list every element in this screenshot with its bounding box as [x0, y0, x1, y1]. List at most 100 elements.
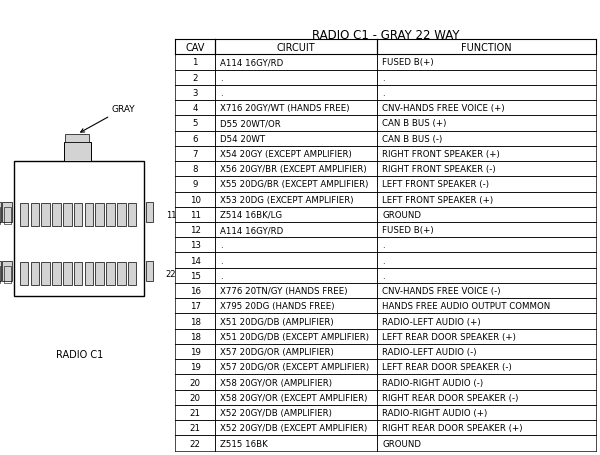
Text: .: . [382, 256, 385, 265]
Bar [41, 262, 50, 285]
Text: .: . [220, 241, 223, 250]
Text: 7: 7 [193, 150, 198, 159]
Text: 5: 5 [193, 119, 198, 128]
Text: 20: 20 [190, 393, 201, 402]
Text: .: . [382, 74, 385, 82]
Text: X57 20DG/OR (AMPLIFIER): X57 20DG/OR (AMPLIFIER) [220, 347, 334, 356]
Bar [52, 203, 61, 226]
Text: X56 20GY/BR (EXCEPT AMPLIFIER): X56 20GY/BR (EXCEPT AMPLIFIER) [220, 165, 367, 174]
Text: X52 20GY/DB (AMPLIFIER): X52 20GY/DB (AMPLIFIER) [220, 408, 332, 417]
Text: 13: 13 [190, 241, 201, 250]
Bar [20, 203, 28, 226]
Text: CAN B BUS (-): CAN B BUS (-) [382, 134, 442, 143]
Bar [128, 203, 136, 226]
Text: 17: 17 [190, 302, 201, 311]
Text: GRAY: GRAY [80, 105, 135, 133]
Bar [85, 262, 93, 285]
Text: .: . [382, 89, 385, 98]
Text: D55 20WT/OR: D55 20WT/OR [220, 119, 281, 128]
Text: Z514 16BK/LG: Z514 16BK/LG [220, 210, 283, 219]
Text: 19: 19 [190, 363, 200, 371]
Text: 22: 22 [190, 439, 201, 448]
Text: RIGHT FRONT SPEAKER (-): RIGHT FRONT SPEAKER (-) [382, 165, 496, 174]
Bar [2, 262, 12, 281]
Bar [0, 202, 1, 222]
Text: RADIO C1: RADIO C1 [56, 349, 103, 359]
Bar [85, 203, 93, 226]
Text: HANDS FREE AUDIO OUTPUT COMMON: HANDS FREE AUDIO OUTPUT COMMON [382, 302, 550, 311]
Text: RADIO-RIGHT AUDIO (-): RADIO-RIGHT AUDIO (-) [382, 378, 484, 387]
Text: X52 20GY/DB (EXCEPT AMPLIFIER): X52 20GY/DB (EXCEPT AMPLIFIER) [220, 423, 368, 432]
Text: .: . [220, 256, 223, 265]
Text: 15: 15 [190, 271, 201, 280]
Bar [52, 262, 61, 285]
Text: .: . [382, 241, 385, 250]
Bar [64, 143, 91, 162]
Text: RADIO-LEFT AUDIO (-): RADIO-LEFT AUDIO (-) [382, 347, 477, 356]
Text: Z515 16BK: Z515 16BK [220, 439, 268, 448]
Text: X51 20DG/DB (AMPLIFIER): X51 20DG/DB (AMPLIFIER) [220, 317, 334, 326]
Text: 4: 4 [193, 104, 198, 113]
Text: CNV-HANDS FREE VOICE (+): CNV-HANDS FREE VOICE (+) [382, 104, 505, 113]
Text: 3: 3 [193, 89, 198, 98]
Text: 21: 21 [190, 423, 201, 432]
Text: X58 20GY/OR (AMPLIFIER): X58 20GY/OR (AMPLIFIER) [220, 378, 332, 387]
Text: 21: 21 [190, 408, 201, 417]
Text: GROUND: GROUND [382, 439, 421, 448]
Bar [106, 262, 115, 285]
Text: FUSED B(+): FUSED B(+) [382, 58, 434, 67]
Text: 12: 12 [190, 226, 201, 235]
Text: X795 20DG (HANDS FREE): X795 20DG (HANDS FREE) [220, 302, 335, 311]
Text: RIGHT REAR DOOR SPEAKER (-): RIGHT REAR DOOR SPEAKER (-) [382, 393, 518, 402]
Bar [74, 262, 82, 285]
Bar [31, 203, 39, 226]
Text: X776 20TN/GY (HANDS FREE): X776 20TN/GY (HANDS FREE) [220, 287, 348, 295]
Text: X716 20GY/WT (HANDS FREE): X716 20GY/WT (HANDS FREE) [220, 104, 350, 113]
Text: LEFT FRONT SPEAKER (-): LEFT FRONT SPEAKER (-) [382, 180, 489, 189]
Text: 14: 14 [190, 256, 201, 265]
Bar [117, 203, 125, 226]
Bar [63, 262, 71, 285]
Text: CAV: CAV [185, 43, 205, 53]
Text: X58 20GY/OR (EXCEPT AMPLIFIER): X58 20GY/OR (EXCEPT AMPLIFIER) [220, 393, 368, 402]
Text: X54 20GY (EXCEPT AMPLIFIER): X54 20GY (EXCEPT AMPLIFIER) [220, 150, 352, 159]
Bar [106, 203, 115, 226]
Text: 22: 22 [166, 269, 176, 278]
Bar [128, 262, 136, 285]
Text: X55 20DG/BR (EXCEPT AMPLIFIER): X55 20DG/BR (EXCEPT AMPLIFIER) [220, 180, 369, 189]
Text: 11: 11 [166, 210, 176, 219]
Text: RADIO-RIGHT AUDIO (+): RADIO-RIGHT AUDIO (+) [382, 408, 487, 417]
Bar [146, 262, 153, 281]
Text: GROUND: GROUND [382, 210, 421, 219]
Text: A114 16GY/RD: A114 16GY/RD [220, 58, 284, 67]
Text: 19: 19 [190, 347, 200, 356]
Text: .: . [382, 271, 385, 280]
Text: 9: 9 [193, 180, 198, 189]
Text: 11: 11 [190, 210, 201, 219]
Text: RIGHT FRONT SPEAKER (+): RIGHT FRONT SPEAKER (+) [382, 150, 500, 159]
Bar [20, 262, 28, 285]
Text: RIGHT REAR DOOR SPEAKER (+): RIGHT REAR DOOR SPEAKER (+) [382, 423, 523, 432]
Text: 16: 16 [190, 287, 201, 295]
Text: 20: 20 [190, 378, 201, 387]
Bar [14, 162, 144, 296]
Text: CNV-HANDS FREE VOICE (-): CNV-HANDS FREE VOICE (-) [382, 287, 501, 295]
Text: FUNCTION: FUNCTION [461, 43, 512, 53]
Bar [74, 203, 82, 226]
Bar [41, 203, 50, 226]
Bar [65, 135, 89, 143]
Text: LEFT REAR DOOR SPEAKER (+): LEFT REAR DOOR SPEAKER (+) [382, 332, 516, 341]
Text: CAN B BUS (+): CAN B BUS (+) [382, 119, 446, 128]
Bar [31, 262, 39, 285]
Text: 2: 2 [193, 74, 198, 82]
Text: LEFT FRONT SPEAKER (+): LEFT FRONT SPEAKER (+) [382, 195, 493, 204]
Text: 6: 6 [193, 134, 198, 143]
Text: D54 20WT: D54 20WT [220, 134, 266, 143]
Bar [2, 202, 12, 222]
Text: A114 16GY/RD: A114 16GY/RD [220, 226, 284, 235]
Bar [0, 262, 1, 281]
Bar [146, 202, 153, 222]
Text: RADIO-LEFT AUDIO (+): RADIO-LEFT AUDIO (+) [382, 317, 481, 326]
Text: 18: 18 [190, 332, 201, 341]
Text: CIRCUIT: CIRCUIT [277, 43, 316, 53]
